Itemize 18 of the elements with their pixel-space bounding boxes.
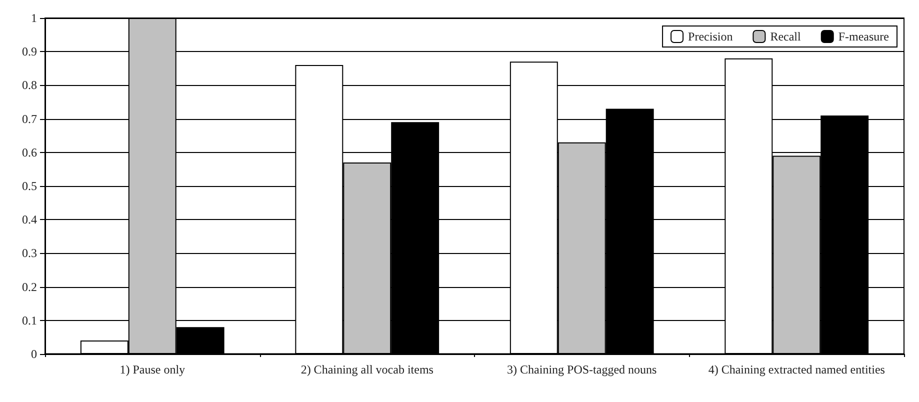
y-tick-label: 0.7: [22, 112, 37, 126]
y-tick-label: 0.5: [22, 179, 37, 193]
y-tick-label: 1: [31, 11, 37, 25]
x-tick-label: 3) Chaining POS-tagged nouns: [507, 362, 658, 376]
x-tick-label: 2) Chaining all vocab items: [300, 362, 434, 376]
y-tick-label: 0.8: [22, 78, 37, 92]
x-tick-label: 1) Pause only: [120, 362, 186, 376]
y-tick-label: 0.9: [22, 44, 37, 59]
y-tick-label: 0.2: [22, 280, 37, 294]
legend-label: Precision: [688, 30, 733, 44]
y-tick-label: 0.3: [22, 246, 37, 260]
legend-label: F-measure: [838, 30, 890, 44]
legend-label: Recall: [770, 30, 802, 44]
y-tick-label: 0.6: [22, 145, 37, 160]
x-tick-label: 4) Chaining extracted named entities: [708, 362, 886, 376]
y-tick-label: 0: [31, 347, 37, 361]
y-tick-label: 0.1: [22, 313, 37, 328]
y-tick-label: 0.4: [22, 212, 37, 227]
